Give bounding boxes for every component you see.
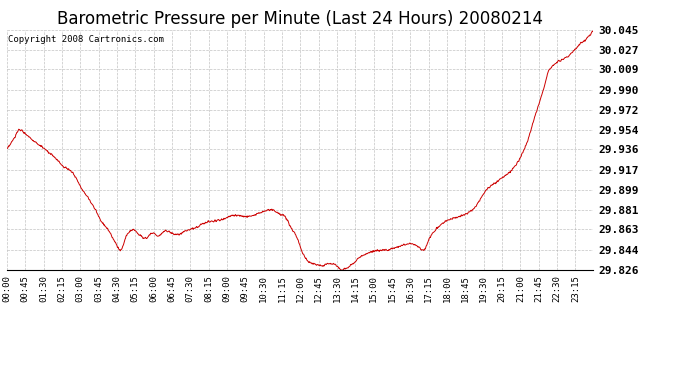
Title: Barometric Pressure per Minute (Last 24 Hours) 20080214: Barometric Pressure per Minute (Last 24 … (57, 10, 543, 28)
Text: Copyright 2008 Cartronics.com: Copyright 2008 Cartronics.com (8, 35, 164, 44)
